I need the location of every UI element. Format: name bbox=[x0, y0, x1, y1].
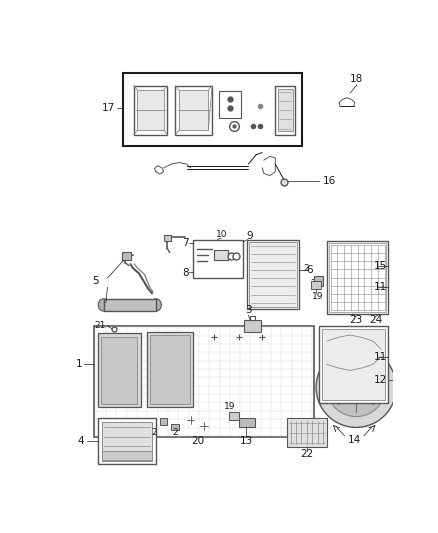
Circle shape bbox=[253, 328, 272, 346]
Text: 24: 24 bbox=[369, 314, 382, 325]
Bar bbox=[101, 336, 138, 403]
Bar bbox=[94, 326, 314, 438]
Bar bbox=[179, 90, 208, 130]
Text: 14: 14 bbox=[348, 435, 361, 445]
Text: 2: 2 bbox=[152, 427, 157, 437]
Circle shape bbox=[350, 381, 362, 393]
Circle shape bbox=[230, 328, 248, 346]
Bar bbox=[239, 418, 254, 427]
Bar bbox=[219, 91, 240, 118]
Text: 20: 20 bbox=[192, 436, 205, 446]
Text: 19: 19 bbox=[224, 402, 236, 411]
Bar bbox=[329, 244, 386, 312]
Circle shape bbox=[209, 333, 218, 342]
Circle shape bbox=[341, 372, 371, 403]
Bar bbox=[122, 252, 131, 260]
Bar bbox=[160, 418, 167, 425]
Text: 12: 12 bbox=[374, 375, 387, 385]
Bar bbox=[123, 73, 302, 147]
Ellipse shape bbox=[247, 92, 272, 121]
Bar bbox=[276, 85, 295, 135]
Bar bbox=[311, 281, 321, 289]
Text: 7: 7 bbox=[182, 238, 188, 248]
Bar bbox=[319, 326, 389, 403]
Bar bbox=[229, 412, 239, 419]
Text: 13: 13 bbox=[240, 436, 253, 446]
Text: 9: 9 bbox=[247, 231, 253, 241]
Text: 11: 11 bbox=[374, 352, 387, 361]
Bar bbox=[164, 235, 171, 241]
Circle shape bbox=[198, 419, 210, 432]
Bar bbox=[314, 276, 323, 287]
Ellipse shape bbox=[239, 418, 254, 427]
Text: 11: 11 bbox=[374, 282, 387, 292]
Text: 23: 23 bbox=[350, 314, 363, 325]
Text: 4: 4 bbox=[77, 436, 84, 446]
Text: 17: 17 bbox=[102, 103, 115, 113]
Bar bbox=[134, 85, 167, 135]
Text: 18: 18 bbox=[350, 75, 364, 84]
Bar bbox=[244, 320, 261, 332]
Bar bbox=[150, 335, 190, 405]
Bar bbox=[278, 90, 293, 131]
Bar bbox=[98, 418, 156, 464]
Bar bbox=[103, 299, 156, 311]
Bar bbox=[215, 251, 228, 260]
Circle shape bbox=[316, 348, 396, 427]
Text: 2: 2 bbox=[173, 427, 178, 437]
Text: 10: 10 bbox=[215, 230, 227, 239]
Bar bbox=[102, 450, 152, 460]
Text: 3: 3 bbox=[245, 305, 252, 316]
Circle shape bbox=[327, 358, 385, 417]
Circle shape bbox=[258, 333, 267, 342]
Ellipse shape bbox=[251, 95, 268, 117]
Bar bbox=[327, 241, 389, 314]
Text: 21: 21 bbox=[94, 321, 106, 330]
Text: 8: 8 bbox=[182, 269, 188, 278]
Text: 1: 1 bbox=[76, 359, 82, 369]
Circle shape bbox=[205, 328, 223, 346]
Bar bbox=[147, 332, 193, 407]
Text: 5: 5 bbox=[92, 276, 99, 286]
Bar bbox=[98, 334, 141, 407]
Text: 22: 22 bbox=[300, 449, 314, 459]
Bar bbox=[193, 239, 243, 278]
Text: 2: 2 bbox=[303, 263, 309, 272]
Text: 6: 6 bbox=[307, 265, 313, 276]
Ellipse shape bbox=[98, 299, 109, 311]
Bar bbox=[102, 422, 152, 461]
Bar bbox=[175, 85, 212, 135]
Text: 16: 16 bbox=[322, 176, 336, 186]
Bar bbox=[322, 329, 385, 400]
Bar bbox=[138, 90, 164, 130]
Circle shape bbox=[234, 333, 244, 342]
Text: 19: 19 bbox=[312, 292, 323, 301]
Bar bbox=[249, 242, 297, 306]
Bar bbox=[247, 239, 299, 309]
Ellipse shape bbox=[151, 299, 161, 311]
Bar bbox=[287, 418, 327, 447]
Circle shape bbox=[184, 414, 197, 426]
Bar bbox=[171, 424, 179, 431]
Text: 15: 15 bbox=[374, 261, 387, 271]
